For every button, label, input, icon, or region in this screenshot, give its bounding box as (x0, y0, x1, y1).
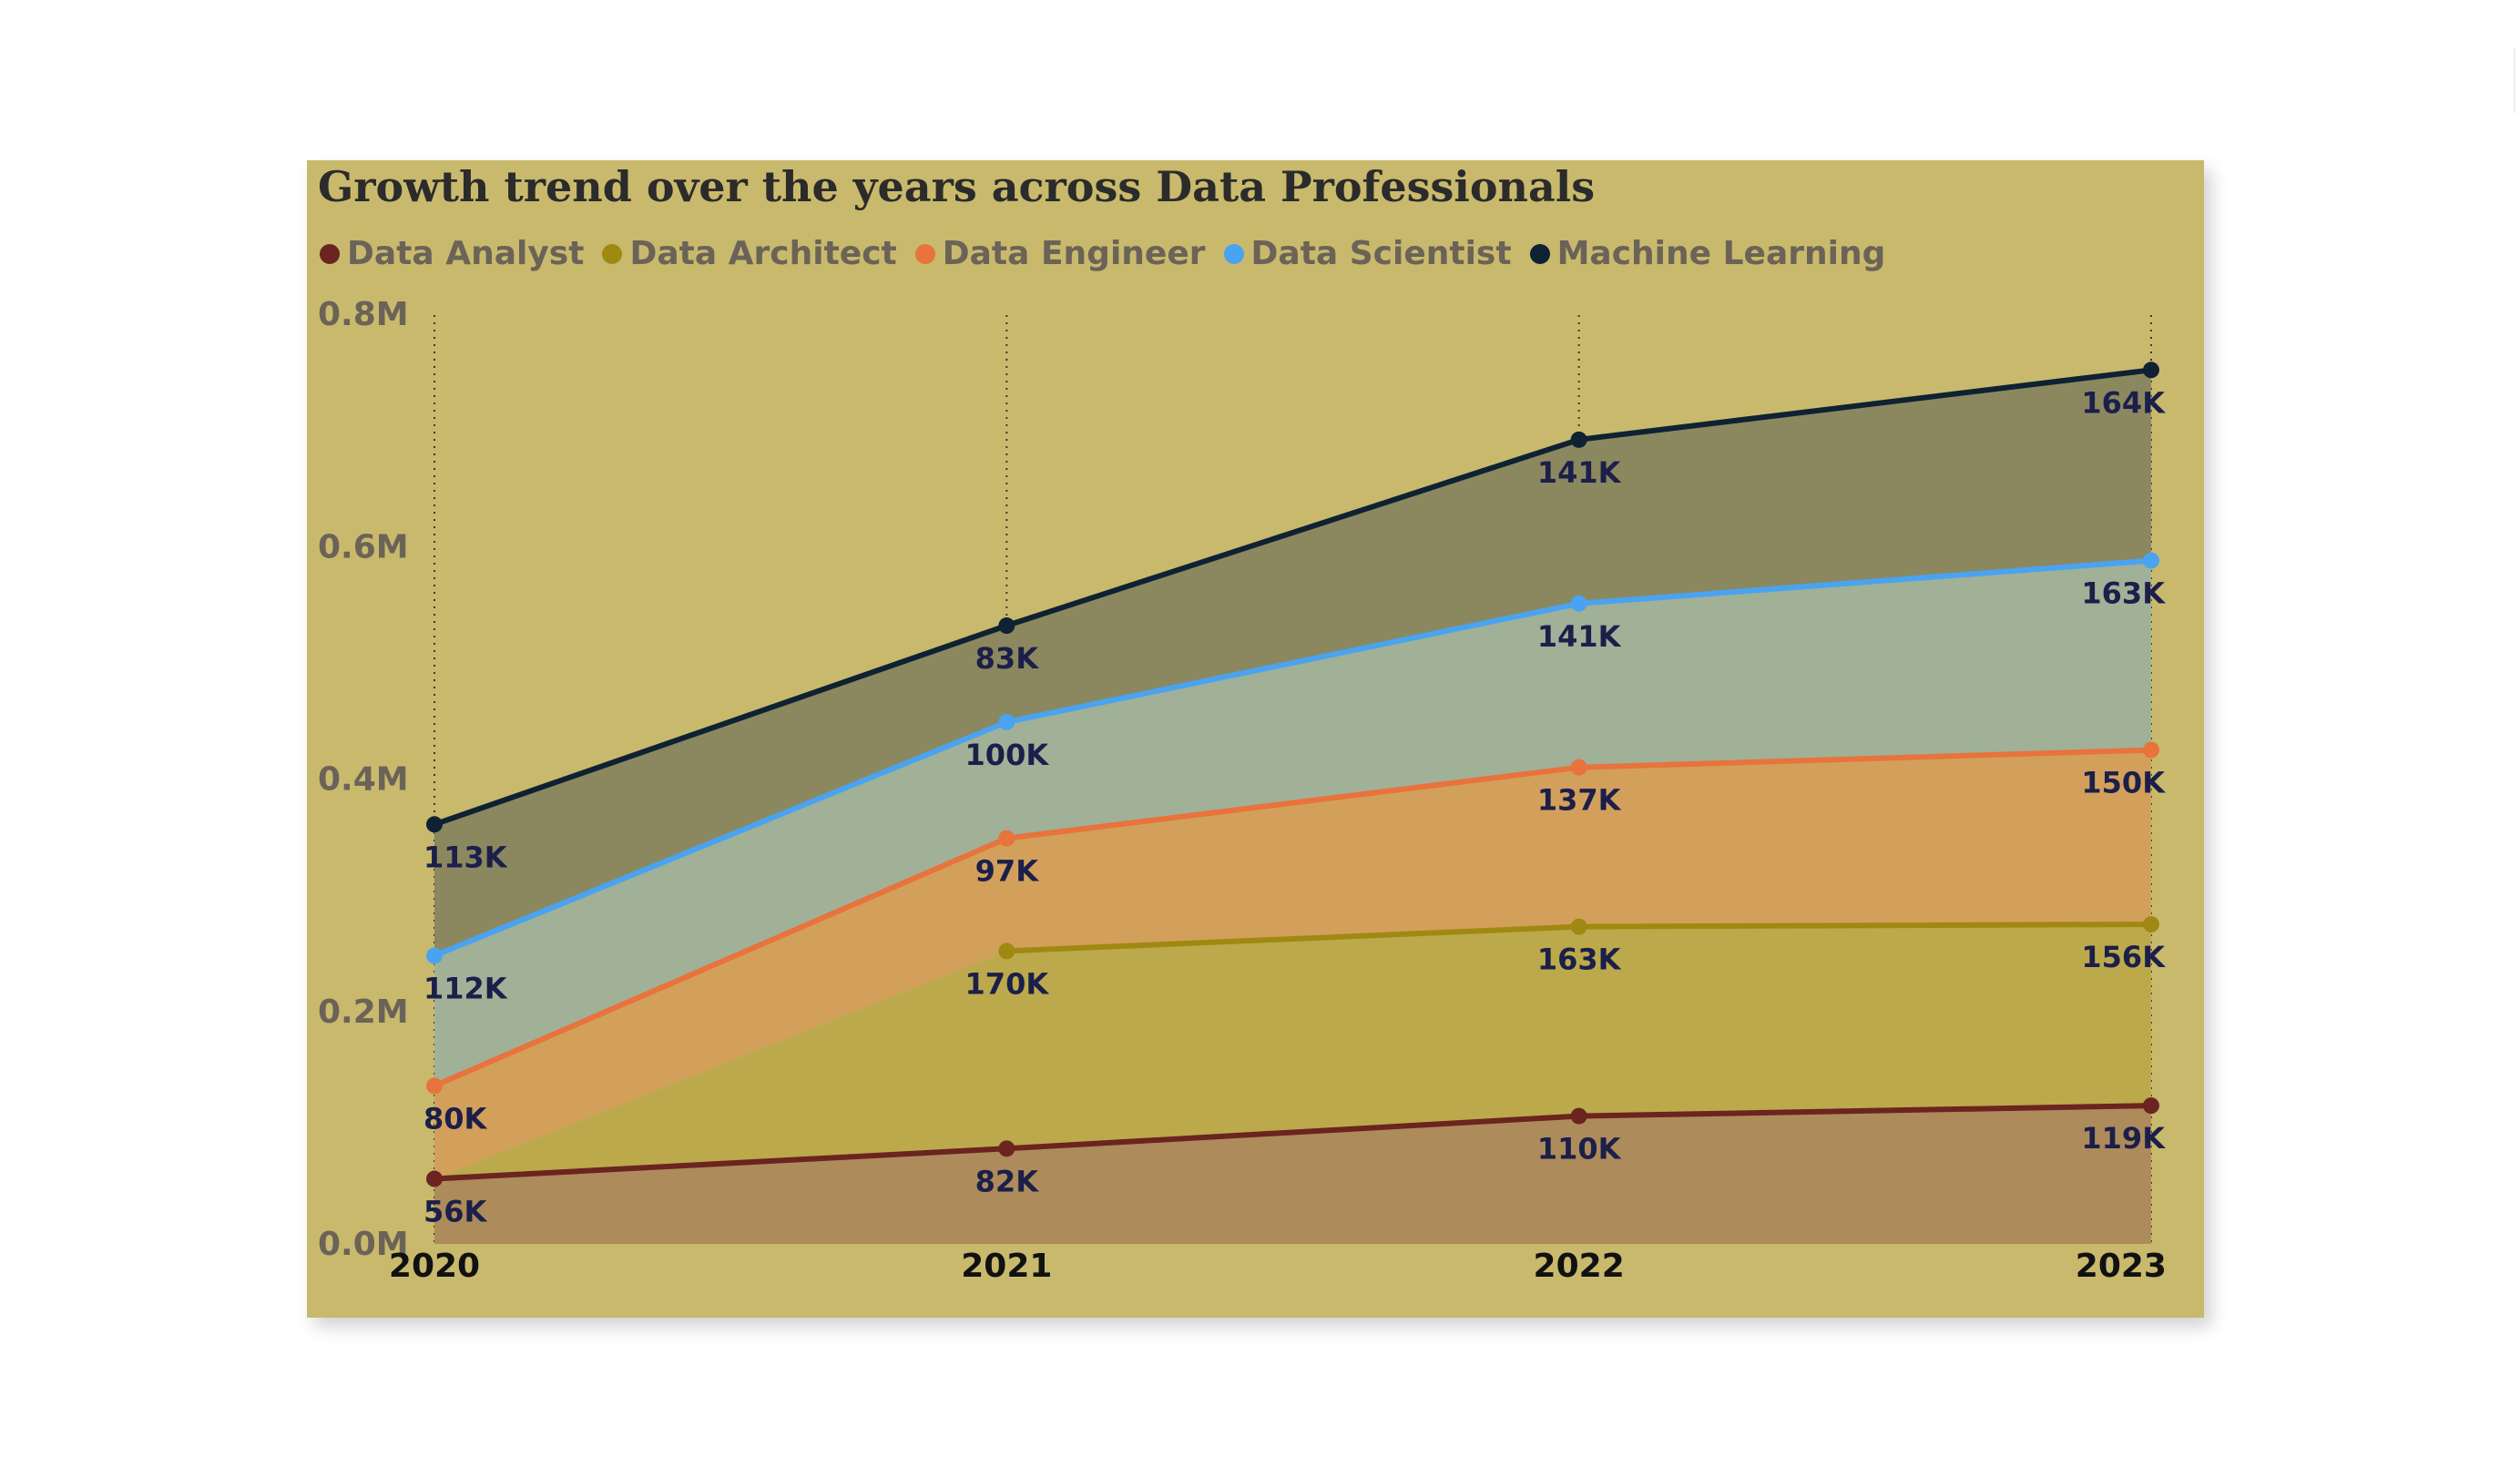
legend-item-data-scientist[interactable]: Data Scientist (1223, 235, 1512, 272)
legend-marker-machine-learning (1529, 243, 1550, 264)
legend-label-data-architect: Data Architect (629, 235, 897, 272)
legend-item-data-architect[interactable]: Data Architect (602, 235, 897, 272)
point-machine-learning[interactable] (1570, 431, 1587, 448)
legend-label-data-scientist: Data Scientist (1250, 235, 1512, 272)
point-data-analyst[interactable] (1570, 1107, 1587, 1125)
legend-item-data-analyst[interactable]: Data Analyst (320, 235, 584, 272)
point-data-architect[interactable] (1570, 918, 1587, 935)
x-tick-label: 2020 (389, 1248, 480, 1285)
x-tick-label: 2021 (961, 1248, 1052, 1285)
legend-item-data-engineer[interactable]: Data Engineer (914, 235, 1206, 272)
data-label-machine-learning: 164K (2081, 385, 2166, 420)
point-data-engineer[interactable] (2142, 741, 2159, 759)
legend-item-machine-learning[interactable]: Machine Learning (1529, 235, 1886, 272)
data-label-data-scientist: 100K (965, 738, 1050, 772)
data-label-machine-learning: 113K (423, 840, 508, 874)
data-label-data-analyst: 110K (1537, 1132, 1622, 1167)
legend-marker-data-scientist (1223, 243, 1244, 264)
data-label-machine-learning: 141K (1537, 455, 1622, 490)
data-label-layer: 56K 82K 110K 119K 170K 163K 156K 80K 97K 137K 150K… (423, 385, 2166, 1228)
data-label-machine-learning: 83K (975, 641, 1040, 676)
y-tick-label: 0.0M (318, 1226, 409, 1263)
data-label-data-engineer: 97K (975, 854, 1040, 889)
area-layer (434, 370, 2151, 1244)
x-tick-label: 2022 (1534, 1248, 1625, 1285)
area-data-scientist (434, 560, 2151, 1086)
chart-card: Growth trend over the years across Data … (307, 160, 2204, 1318)
line-layer (433, 367, 2152, 1182)
line-data-engineer (433, 747, 2152, 1089)
area-data-engineer (434, 749, 2151, 1179)
data-label-data-architect: 163K (1537, 942, 1622, 977)
point-data-analyst[interactable] (2142, 1097, 2159, 1115)
y-tick-label: 0.6M (318, 528, 409, 565)
legend-marker-data-engineer (914, 243, 935, 264)
chart-title: Growth trend over the years across Data … (318, 162, 1596, 211)
line-data-analyst (434, 1103, 2152, 1182)
legend-label-data-analyst: Data Analyst (347, 235, 585, 272)
legend-label-machine-learning: Machine Learning (1556, 235, 1886, 272)
area-data-analyst (434, 1105, 2151, 1244)
point-data-analyst[interactable] (998, 1140, 1015, 1157)
point-machine-learning[interactable] (998, 617, 1015, 635)
data-label-data-scientist: 141K (1537, 619, 1622, 654)
point-machine-learning[interactable] (426, 816, 443, 833)
chart-legend: Data Analyst Data Architect Data Engineer D… (320, 235, 1903, 272)
point-data-architect[interactable] (998, 942, 1015, 960)
data-label-data-scientist: 163K (2081, 576, 2166, 611)
point-data-engineer[interactable] (426, 1077, 443, 1095)
line-data-scientist (433, 557, 2152, 959)
x-tick-label: 2023 (2076, 1248, 2167, 1285)
legend-marker-data-analyst (320, 243, 340, 264)
data-label-data-engineer: 80K (423, 1101, 488, 1136)
point-data-engineer[interactable] (1570, 759, 1587, 776)
point-data-scientist[interactable] (1570, 595, 1587, 612)
data-label-data-architect: 170K (965, 966, 1050, 1001)
point-data-scientist[interactable] (426, 947, 443, 964)
point-data-scientist[interactable] (998, 713, 1015, 730)
y-tick-label: 0.2M (318, 993, 409, 1031)
window-edge-mark (2514, 47, 2515, 113)
area-machine-learning (434, 370, 2151, 956)
data-label-data-analyst: 82K (975, 1164, 1040, 1198)
data-label-data-analyst: 56K (423, 1195, 488, 1229)
y-tick-label: 0.4M (318, 761, 409, 799)
data-label-data-engineer: 150K (2081, 766, 2166, 800)
point-data-scientist[interactable] (2142, 552, 2159, 569)
data-label-data-architect: 156K (2081, 940, 2166, 974)
chart-plot: 0.0M 0.2M 0.4M 0.6M 0.8M 56K 82K 110K 119K 170K 16… (318, 296, 2167, 1285)
legend-marker-data-architect (602, 243, 623, 264)
point-data-engineer[interactable] (998, 830, 1015, 847)
marker-layer (426, 362, 2159, 1187)
point-data-analyst[interactable] (426, 1170, 443, 1187)
data-label-data-analyst: 119K (2081, 1121, 2166, 1156)
legend-label-data-engineer: Data Engineer (942, 235, 1206, 272)
point-machine-learning[interactable] (2142, 362, 2159, 379)
data-label-data-scientist: 112K (423, 971, 508, 1005)
line-machine-learning (434, 367, 2152, 828)
y-tick-label: 0.8M (318, 296, 409, 333)
data-label-data-engineer: 137K (1537, 783, 1622, 818)
point-data-architect[interactable] (2142, 916, 2159, 933)
area-data-architect (434, 924, 2151, 1179)
